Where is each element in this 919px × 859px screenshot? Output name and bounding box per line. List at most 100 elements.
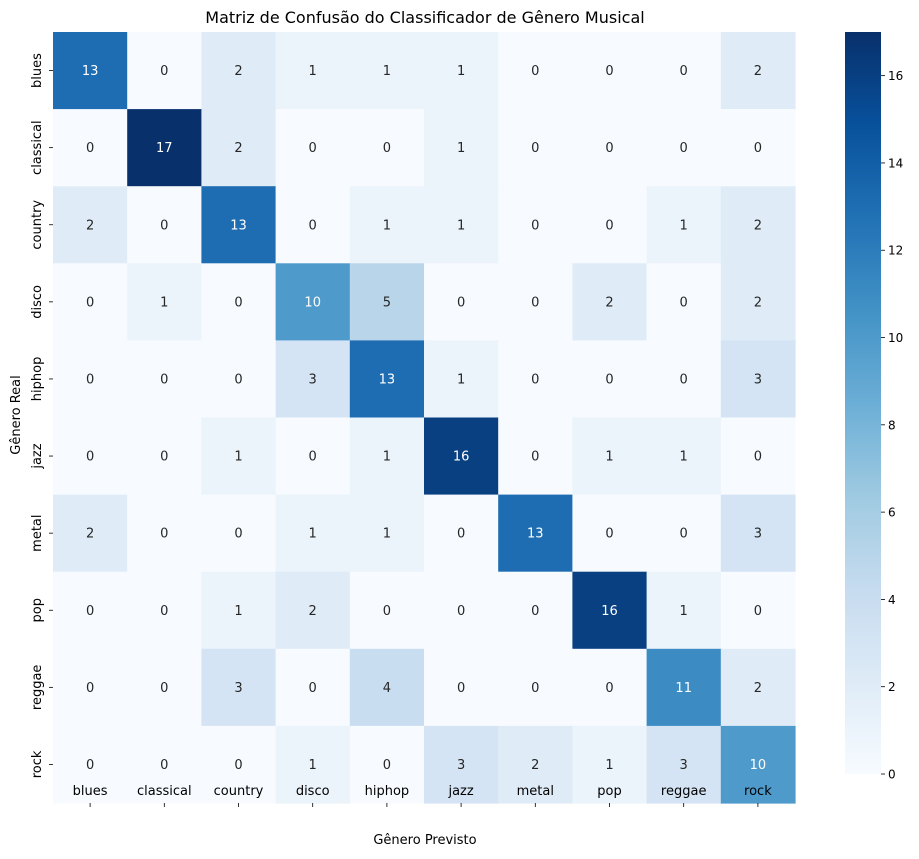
colorbar-tick-label: 4: [888, 593, 896, 607]
heatmap-cell: [53, 263, 128, 341]
heatmap-cell: [572, 648, 648, 727]
cell-value-label: 0: [160, 64, 168, 79]
heatmap-cell: [201, 186, 277, 264]
heatmap-cell: [275, 32, 351, 110]
cell-value-label: 16: [453, 450, 470, 465]
cell-value-label: 2: [605, 295, 613, 310]
cell-value-label: 0: [309, 218, 317, 233]
cell-value-label: 3: [754, 527, 762, 542]
heatmap-cell: [53, 32, 128, 110]
colorbar-tick-label: 2: [888, 680, 896, 694]
cell-value-label: 0: [234, 527, 242, 542]
heatmap-cell: [201, 32, 277, 110]
heatmap-cell: [720, 648, 796, 727]
cell-value-label: 1: [457, 372, 465, 387]
heatmap-cell: [53, 186, 128, 264]
cell-value-label: 3: [457, 758, 465, 773]
x-tick-label: country: [214, 784, 264, 799]
heatmap-cell: [349, 417, 425, 496]
heatmap-cell: [275, 725, 351, 804]
cell-value-label: 0: [86, 604, 94, 619]
cell-value-label: 0: [680, 295, 688, 310]
heatmap-cell: [53, 417, 128, 496]
cell-value-label: 0: [680, 372, 688, 387]
cell-value-label: 1: [383, 450, 391, 465]
cell-value-label: 3: [309, 372, 317, 387]
cell-value-label: 2: [754, 218, 762, 233]
cell-value-label: 1: [160, 295, 168, 310]
heatmap-cell: [646, 494, 722, 573]
cell-value-label: 0: [605, 527, 613, 542]
colorbar: [845, 32, 881, 774]
cell-value-label: 0: [531, 64, 539, 79]
cell-value-label: 0: [531, 450, 539, 465]
cell-value-label: 0: [160, 218, 168, 233]
cell-value-label: 5: [383, 295, 391, 310]
y-tick-label: jazz: [30, 443, 45, 469]
heatmap-cell: [349, 725, 425, 804]
x-tick-label: disco: [296, 784, 330, 799]
heatmap-cell: [127, 648, 202, 727]
heatmap-cell: [275, 417, 351, 496]
cell-value-label: 0: [383, 604, 391, 619]
heatmap-cell: [720, 340, 796, 419]
cell-value-label: 17: [156, 141, 173, 156]
cell-value-label: 3: [680, 758, 688, 773]
cell-value-label: 0: [531, 141, 539, 156]
cell-value-label: 0: [86, 295, 94, 310]
cell-value-label: 1: [309, 527, 317, 542]
cell-value-label: 0: [383, 141, 391, 156]
cell-value-label: 2: [234, 141, 242, 156]
heatmap-cell: [646, 32, 722, 110]
cell-value-label: 0: [86, 372, 94, 387]
heatmap-cell: [201, 340, 277, 419]
heatmap-cell: [498, 32, 573, 110]
cell-value-label: 2: [754, 681, 762, 696]
cell-value-label: 3: [754, 372, 762, 387]
cell-value-label: 1: [680, 450, 688, 465]
heatmap-cell: [720, 725, 796, 804]
cell-value-label: 0: [605, 681, 613, 696]
heatmap-cell: [127, 340, 202, 419]
y-tick-label: reggae: [30, 665, 45, 711]
heatmap-cell: [720, 109, 796, 187]
heatmap-cell: [127, 32, 202, 110]
heatmap-cell: [201, 494, 277, 573]
heatmap-cell: [127, 494, 202, 573]
heatmap-cell: [720, 571, 796, 650]
cell-value-label: 0: [605, 218, 613, 233]
y-tick-label: classical: [30, 120, 45, 175]
cell-value-label: 13: [379, 372, 396, 387]
heatmap-cell: [349, 648, 425, 727]
cell-value-label: 2: [309, 604, 317, 619]
x-tick-label: pop: [597, 784, 621, 799]
cell-value-label: 0: [234, 295, 242, 310]
heatmap-cell: [275, 109, 351, 187]
cell-value-label: 13: [527, 527, 544, 542]
heatmap-cell: [498, 417, 573, 496]
y-tick-label: rock: [30, 750, 45, 778]
heatmap-cell: [498, 109, 573, 187]
heatmap-cell: [498, 186, 573, 264]
cell-value-label: 0: [457, 604, 465, 619]
cell-value-label: 2: [234, 64, 242, 79]
heatmap-cell: [498, 725, 573, 804]
cell-value-label: 0: [531, 681, 539, 696]
cell-value-label: 1: [309, 758, 317, 773]
heatmap-cell: [646, 648, 722, 727]
heatmap-cell: [201, 263, 277, 341]
heatmap-cell: [646, 109, 722, 187]
cell-value-label: 13: [82, 64, 99, 79]
heatmap-cell: [127, 417, 202, 496]
cell-value-label: 0: [309, 450, 317, 465]
cell-value-label: 1: [383, 527, 391, 542]
heatmap-cell: [424, 186, 499, 264]
heatmap-cell: [572, 417, 648, 496]
cell-value-label: 0: [383, 758, 391, 773]
heatmap-cell: [127, 186, 202, 264]
heatmap-cell: [424, 571, 499, 650]
cell-value-label: 0: [605, 141, 613, 156]
cell-value-label: 1: [234, 604, 242, 619]
cell-value-label: 2: [86, 218, 94, 233]
x-axis-label: Gênero Previsto: [373, 833, 476, 848]
